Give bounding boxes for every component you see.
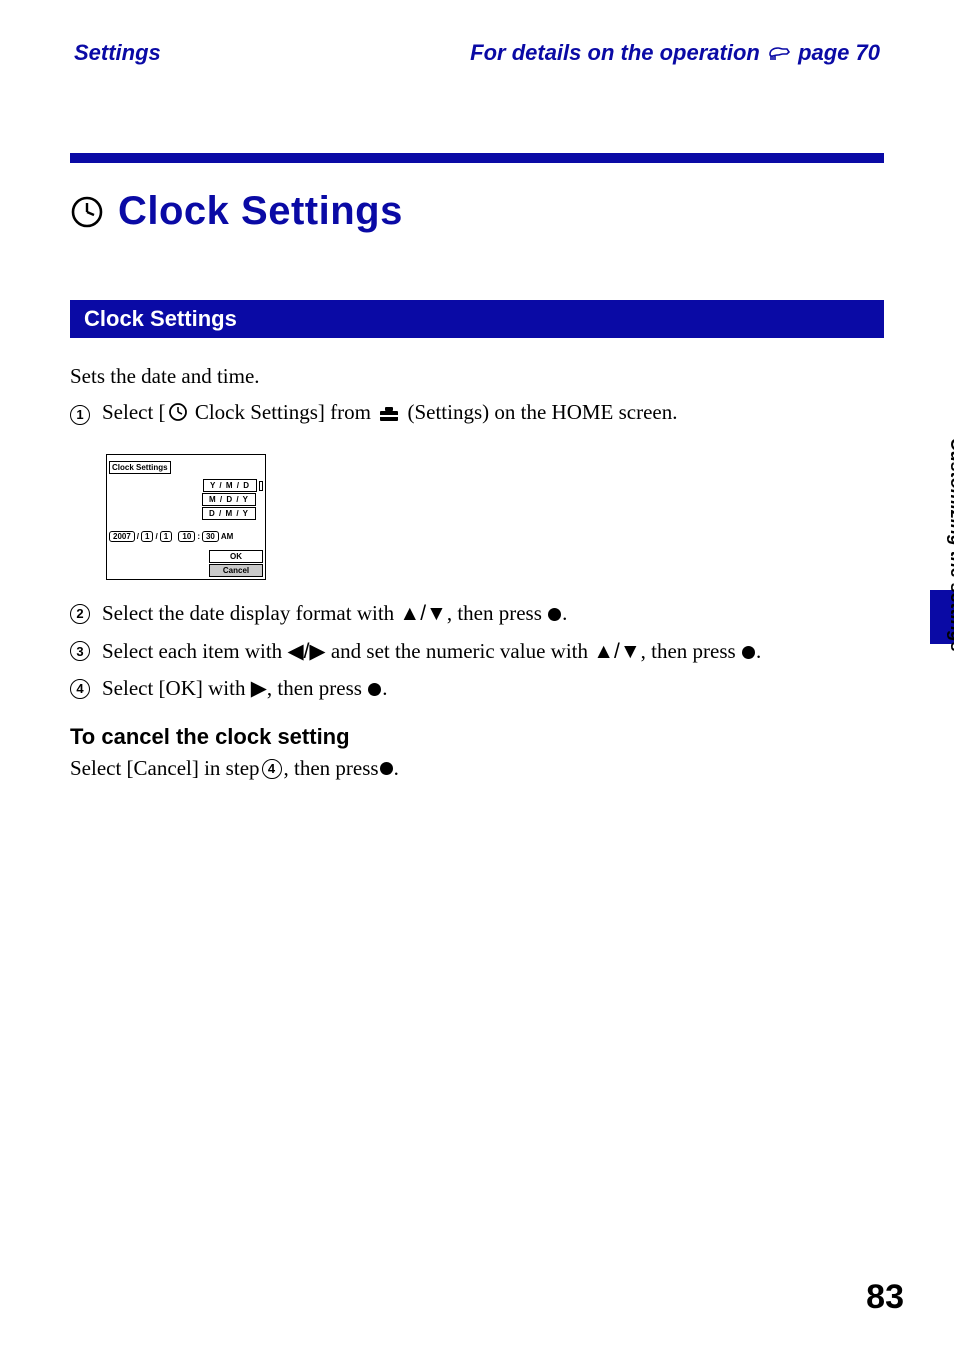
header-right-prefix: For details on the operation [470,40,766,65]
s2c: . [562,601,567,625]
s3d: . [756,639,761,663]
left-right-arrow-icon: ◀/▶ [287,640,325,663]
step-1: 1 Select [ Clock Settings] from (Setting… [70,399,884,430]
page-number: 83 [866,1278,904,1317]
month-box: 1 [141,531,153,542]
cancel-button: Cancel [209,564,263,577]
center-button-icon [742,646,755,659]
horizontal-rule [70,153,884,163]
step-number-icon: 2 [70,604,90,624]
title-row: Clock Settings [70,189,884,234]
s3b: and set the numeric value with [326,639,594,663]
cl-a: Select [Cancel] in step [70,756,260,781]
side-section-label: Customizing the settings [946,438,954,652]
hour-box: 10 [178,531,195,542]
hand-pointer-icon [768,42,790,68]
cl-c: . [394,756,399,781]
step-number-icon: 1 [70,405,90,425]
page-title: Clock Settings [118,189,403,234]
day-box: 1 [160,531,172,542]
s1a: Select [ [102,400,166,424]
sep: / [137,532,139,541]
center-button-icon [368,683,381,696]
figure-body: Y / M / D M / D / Y D / M / Y 2007 / 1 /… [109,475,263,577]
ok-cancel-group: OK Cancel [209,550,263,577]
clock-icon [168,402,188,422]
minute-box: 30 [202,531,219,542]
sep: : [197,532,200,541]
s3c: , then press [641,639,741,663]
toolbox-icon [378,403,400,430]
step-1-text: Select [ Clock Settings] from (Settings)… [102,399,678,430]
step-3-text: Select each item with ◀/▶ and set the nu… [102,638,761,665]
step-number-icon: 3 [70,641,90,661]
s4a: Select [OK] with [102,676,251,700]
format-ymd-button: Y / M / D [203,479,257,492]
scroll-thumb-icon [259,481,263,491]
step-number-icon: 4 [70,679,90,699]
s2a: Select the date display format with [102,601,399,625]
s4b: , then press [267,676,367,700]
format-buttons: Y / M / D M / D / Y D / M / Y [202,479,263,520]
sep: / [155,532,157,541]
up-down-arrow-icon: ▲/▼ [593,640,640,663]
s3a: Select each item with [102,639,287,663]
format-dmy-button: D / M / Y [202,507,256,520]
center-button-icon [380,762,393,775]
cl-b: , then press [284,756,379,781]
step-number-icon: 4 [262,759,282,779]
format-row-0: Y / M / D [203,479,263,492]
clock-icon [70,195,104,229]
year-box: 2007 [109,531,135,542]
cancel-subheading: To cancel the clock setting [70,724,884,750]
ampm-label: AM [221,532,233,541]
figure-title: Clock Settings [109,461,171,474]
up-down-arrow-icon: ▲/▼ [399,602,446,625]
s1c: (Settings) on the HOME screen. [402,400,677,424]
header-left: Settings [74,40,161,66]
header-right-suffix: page 70 [798,40,880,65]
s4c: . [382,676,387,700]
figure-frame: Clock Settings Y / M / D M / D / Y D / M… [106,454,266,580]
s2b: , then press [447,601,547,625]
intro-text: Sets the date and time. [70,364,884,389]
page: Settings For details on the operation pa… [0,0,954,1357]
step-4-text: Select [OK] with ▶, then press . [102,675,387,702]
step-2: 2 Select the date display format with ▲/… [70,600,884,627]
step-3: 3 Select each item with ◀/▶ and set the … [70,638,884,665]
header-right: For details on the operation page 70 [470,40,880,68]
cancel-instruction: Select [Cancel] in step 4 , then press . [70,756,884,781]
s1b: Clock Settings] from [190,400,377,424]
step-2-text: Select the date display format with ▲/▼,… [102,600,567,627]
date-input-row: 2007 / 1 / 1 10 : 30 AM [109,531,233,542]
ok-button: OK [209,550,263,563]
format-mdy-button: M / D / Y [202,493,256,506]
step-4: 4 Select [OK] with ▶, then press . [70,675,884,702]
page-header: Settings For details on the operation pa… [70,40,884,68]
clock-settings-figure: Clock Settings Y / M / D M / D / Y D / M… [106,454,266,580]
center-button-icon [548,608,561,621]
section-heading: Clock Settings [70,300,884,338]
right-arrow-icon: ▶ [251,677,267,700]
